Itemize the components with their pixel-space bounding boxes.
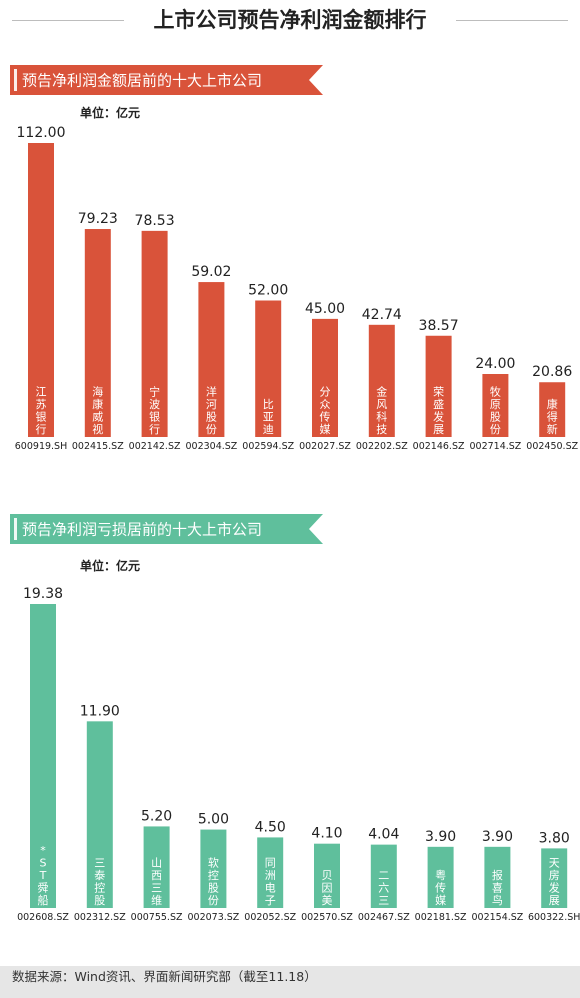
chart-title: 预告净利润亏损居前的十大上市公司 <box>22 521 262 539</box>
unit-label: 单位：亿元 <box>80 558 140 573</box>
company-name: 牧原股份 <box>490 385 501 437</box>
data-label: 3.90 <box>482 829 513 845</box>
tick-label: 600322.SH <box>528 912 580 923</box>
data-label: 42.74 <box>362 307 402 323</box>
data-label: 38.57 <box>419 318 459 334</box>
bar <box>198 282 225 437</box>
bar <box>539 382 566 437</box>
company-name: 海康威视 <box>92 385 103 437</box>
company-name: * S T 舜船 <box>38 844 49 907</box>
ribbon-accent <box>14 518 17 540</box>
tick-label: 002450.SZ <box>526 441 578 452</box>
company-name: 洋河股份 <box>206 385 217 437</box>
title-rule-right <box>456 20 568 21</box>
data-label: 4.04 <box>368 827 399 843</box>
company-name: 康得新 <box>547 397 558 436</box>
tick-label: 002570.SZ <box>301 912 353 923</box>
bar <box>482 374 509 437</box>
tick-label: 000755.SZ <box>131 912 183 923</box>
data-label: 19.38 <box>23 586 63 602</box>
bar <box>425 335 452 437</box>
data-label: 112.00 <box>17 125 66 141</box>
company-name: 比亚迪 <box>263 398 274 436</box>
bar <box>368 324 395 437</box>
tick-label: 002052.SZ <box>244 912 296 923</box>
data-label: 4.10 <box>311 826 342 842</box>
bar <box>86 721 113 908</box>
data-label: 5.00 <box>198 812 229 828</box>
data-label: 20.86 <box>532 364 572 380</box>
company-name: 报喜鸟 <box>492 868 503 907</box>
tick-label: 002146.SZ <box>413 441 465 452</box>
tick-label: 002594.SZ <box>242 441 294 452</box>
bar <box>257 837 284 908</box>
bar <box>541 848 568 908</box>
tick-label: 002714.SZ <box>469 441 521 452</box>
tick-label: 600919.SH <box>15 441 67 452</box>
company-name: 宁波银行 <box>149 385 160 437</box>
bar <box>370 844 397 908</box>
tick-label: 002304.SZ <box>185 441 237 452</box>
company-name: 二六三 <box>378 869 389 907</box>
company-name: 天房发展 <box>549 857 560 908</box>
data-label: 59.02 <box>191 264 231 280</box>
chart-title: 预告净利润金额居前的十大上市公司 <box>22 72 262 90</box>
chart-title-ribbon <box>10 514 323 544</box>
data-label: 24.00 <box>475 356 515 372</box>
bar <box>427 846 454 908</box>
bar <box>143 826 170 908</box>
chart-title-ribbon <box>10 65 323 95</box>
tick-label: 002073.SZ <box>187 912 239 923</box>
company-name: 金风科技 <box>376 385 387 437</box>
data-label: 11.90 <box>80 703 120 719</box>
company-name: 江苏银行 <box>36 386 47 437</box>
page-title: 上市公司预告净利润金额排行 <box>153 8 427 32</box>
data-label: 4.50 <box>255 819 286 835</box>
data-label: 52.00 <box>248 283 288 299</box>
footer: 数据来源：Wind资讯、界面新闻研究部（截至11.18） <box>0 966 580 998</box>
tick-label: 002467.SZ <box>358 912 410 923</box>
tick-label: 002027.SZ <box>299 441 351 452</box>
company-name: 贝因美 <box>322 869 333 907</box>
company-name: 山西三维 <box>151 857 162 908</box>
bar <box>84 229 111 437</box>
company-name: 三泰控股 <box>94 857 105 908</box>
unit-label: 单位：亿元 <box>80 105 140 120</box>
tick-label: 002154.SZ <box>471 912 523 923</box>
tick-label: 002608.SZ <box>17 912 69 923</box>
tick-label: 002202.SZ <box>356 441 408 452</box>
company-name: 荣盛发展 <box>433 386 444 437</box>
tick-label: 002312.SZ <box>74 912 126 923</box>
data-label: 3.80 <box>539 830 570 846</box>
bar <box>314 843 340 908</box>
data-label: 78.53 <box>135 213 175 229</box>
bar <box>141 230 168 437</box>
title-rule-left <box>12 20 124 21</box>
data-label: 5.20 <box>141 808 172 824</box>
company-name: 软控股份 <box>208 856 219 908</box>
bar <box>30 604 56 908</box>
bar <box>255 300 282 437</box>
bar <box>200 829 227 908</box>
data-label: 45.00 <box>305 301 345 317</box>
company-name: 分众传媒 <box>320 386 331 437</box>
footer-source: 数据来源：Wind资讯、界面新闻研究部（截至11.18） <box>12 969 317 984</box>
company-name: 粤传媒 <box>435 868 446 907</box>
tick-label: 002181.SZ <box>415 912 467 923</box>
bar <box>312 318 338 437</box>
tick-label: 002415.SZ <box>72 441 124 452</box>
tick-label: 002142.SZ <box>129 441 181 452</box>
ribbon-accent <box>14 69 17 91</box>
bar <box>484 846 511 908</box>
company-name: 同洲电子 <box>265 857 276 908</box>
data-label: 3.90 <box>425 829 456 845</box>
bar <box>28 143 54 437</box>
data-label: 79.23 <box>78 211 118 227</box>
